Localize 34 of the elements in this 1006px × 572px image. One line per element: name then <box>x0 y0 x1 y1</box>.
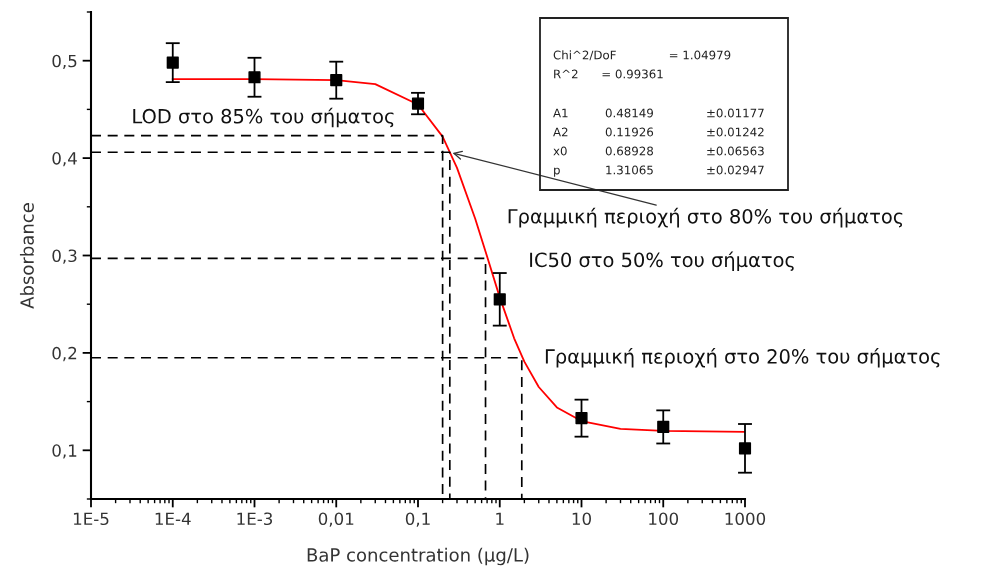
point <box>330 74 343 87</box>
annotation: IC50 στο 50% του σήματος <box>530 251 794 272</box>
x-tick-label: 0,1 <box>405 512 430 527</box>
annotation: Γραμμική περιοχή στο 80% του σήματος <box>508 207 903 228</box>
point <box>493 293 506 306</box>
point <box>657 420 670 433</box>
x-tick-label: 1E-5 <box>73 512 109 526</box>
point <box>575 412 588 425</box>
x-tick-label: 0,01 <box>318 512 354 527</box>
y-tick-label: 0,5 <box>52 54 77 69</box>
text: R^2 = 0.99361 <box>554 69 663 79</box>
text: Chi^2/DoF = 1.04979 <box>553 50 731 61</box>
y-tick-label: 0,3 <box>52 249 77 264</box>
text: p 1.31065 ±0.02947 <box>554 165 764 177</box>
x-tick-label: 100 <box>649 512 679 526</box>
point <box>248 71 261 84</box>
text: A1 0.48149 ±0.01177 <box>553 108 764 118</box>
y-tick-label: 0,2 <box>52 346 77 362</box>
y-tick-label: 0,4 <box>52 152 77 167</box>
point <box>738 442 752 455</box>
annotation: LOD στο 85% του σήματος <box>133 107 394 128</box>
x-tick-label: 1E-3 <box>237 512 273 526</box>
x-axis-title: BaP concentration (μg/L) <box>307 547 529 566</box>
x-tick-label: 10 <box>572 512 591 526</box>
text: x0 0.68928 ±0.06563 <box>553 146 764 156</box>
y-axis-title: Absorbance <box>19 203 34 309</box>
point <box>166 56 179 69</box>
x-tick-label: 1 <box>496 512 504 525</box>
x-tick-label: 1000 <box>725 512 766 526</box>
point <box>411 97 425 110</box>
y-tick-label: 0,1 <box>52 444 77 459</box>
x-tick-label: 1E-4 <box>155 512 191 525</box>
annotation: Γραμμική περιοχή στο 20% του σήματος <box>545 347 940 368</box>
text: A2 0.11926 ±0.01242 <box>553 127 764 137</box>
